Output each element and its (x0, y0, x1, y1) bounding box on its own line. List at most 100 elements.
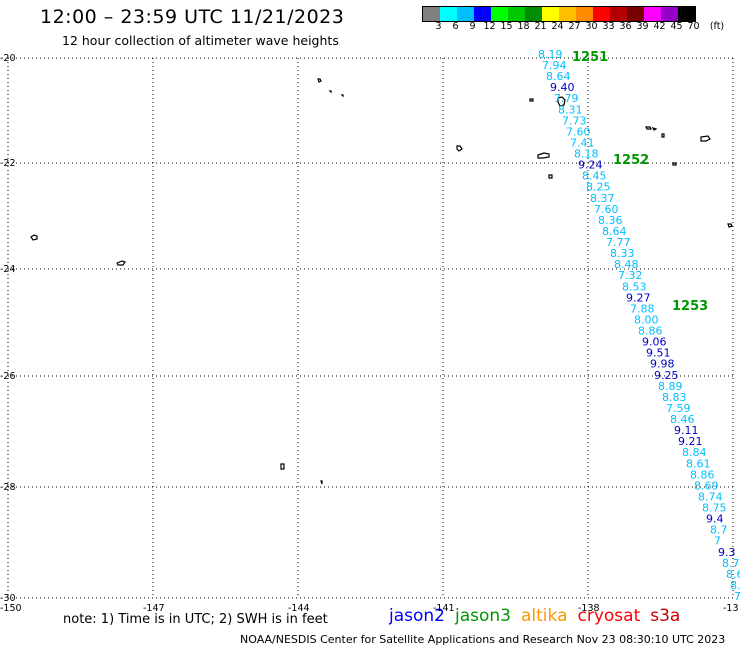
colorbar-tick-label: 24 (551, 21, 564, 32)
swh-value: 7.79 (554, 92, 579, 105)
colorbar-tick-label: 15 (500, 21, 513, 32)
swh-value: 8.19 (730, 579, 740, 592)
satellite-track: 8.197.948.649.407.798.317.737.607.418.18… (538, 48, 740, 603)
x-tick-label: -150 (0, 603, 22, 614)
swh-value: 9.4 (706, 513, 724, 526)
island (672, 162, 677, 166)
island (548, 174, 553, 179)
colorbar-tick-label: 30 (585, 21, 598, 32)
swh-value: 8.25 (586, 181, 611, 194)
swh-value: 8.86 (690, 468, 715, 481)
swh-value: 7.60 (566, 125, 591, 138)
swh-value: 7 (714, 535, 721, 548)
colorbar-swatch (542, 7, 559, 21)
colorbar-tick-label: 33 (602, 21, 615, 32)
island (537, 152, 550, 159)
satellite-legend: jason2 jason3 altika cryosat s3a (389, 606, 690, 626)
swh-value: 8.83 (662, 391, 687, 404)
swh-value: 8.64 (602, 225, 627, 238)
x-tick-label: -147 (143, 603, 165, 614)
axis-labels: -150 -147 -144 -141 -138 -13 -20 -22 -24 -26 -28 -3… (0, 53, 739, 614)
swh-value: 7.73 (562, 114, 587, 127)
colorbar-tick-label: 9 (469, 21, 476, 32)
rev-labels: 1251 1252 1253 (572, 50, 708, 314)
legend-entry: s3a (650, 606, 681, 626)
swh-value: 9.98 (650, 358, 675, 371)
swh-value: 8.7 (722, 557, 740, 570)
footer-credit: NOAA/NESDIS Center for Satellite Applica… (240, 633, 726, 646)
island (30, 234, 38, 241)
colorbar-tick-label: 3 (435, 21, 442, 32)
swh-value: 8.75 (702, 502, 727, 515)
colorbar-swatch (440, 7, 457, 21)
swh-value: 7.32 (618, 269, 643, 282)
rev-number-label: 1253 (672, 299, 708, 314)
swh-value: 8.7 (710, 524, 728, 537)
swh-value: 7.59 (666, 402, 691, 415)
colorbar-swatch (525, 7, 542, 21)
island (320, 480, 323, 485)
grid-lines (7, 57, 736, 599)
island (727, 223, 733, 228)
legend-entry: jason3 (455, 606, 511, 626)
y-tick-label: -24 (0, 264, 16, 275)
colorbar-swatch (644, 7, 661, 21)
x-tick-label: -144 (288, 603, 310, 614)
swh-colorbar (422, 6, 696, 22)
colorbar-tick-label: 18 (517, 21, 530, 32)
colorbar-tick-label: 45 (670, 21, 683, 32)
colorbar-unit: (ft) (709, 21, 725, 32)
island (557, 96, 566, 107)
swh-value: 8.84 (682, 446, 707, 459)
swh-value: 9.24 (578, 159, 603, 172)
colorbar-tick-label: 42 (653, 21, 666, 32)
swh-value: 7.60 (594, 203, 619, 216)
swh-value: 8.64 (546, 70, 571, 83)
swh-value: 8.86 (638, 325, 663, 338)
island (529, 98, 534, 102)
swh-value: 8.37 (590, 192, 615, 205)
colorbar-swatch (508, 7, 525, 21)
colorbar-swatch (457, 7, 474, 21)
colorbar-swatch (678, 7, 695, 21)
island (700, 135, 711, 142)
swh-value: 9.27 (626, 291, 651, 304)
swh-value: 8.74 (698, 490, 723, 503)
map-subtitle: 12 hour collection of altimeter wave hei… (62, 33, 339, 48)
swh-value: 9.40 (550, 81, 575, 94)
swh-value: 9.06 (642, 336, 667, 349)
colorbar-swatch (593, 7, 610, 21)
swh-value: 7.94 (542, 59, 567, 72)
x-tick-label: -13 (723, 603, 739, 614)
swh-value: 8.6 (726, 568, 740, 581)
coastlines (30, 78, 733, 485)
map-title: 12:00 – 23:59 UTC 11/21/2023 (40, 6, 345, 28)
island (456, 145, 463, 152)
swh-value: 9.51 (646, 347, 671, 360)
colorbar-swatch (627, 7, 644, 21)
swh-value: 8.61 (686, 457, 711, 470)
swh-value: 8.31 (558, 103, 583, 116)
colorbar-tick-label: 36 (619, 21, 632, 32)
colorbar-swatch (610, 7, 627, 21)
swh-value: 9.3 (718, 546, 736, 559)
island (340, 94, 344, 98)
swh-value: 7.77 (606, 236, 631, 249)
island (280, 463, 285, 470)
swh-value: 8.33 (610, 247, 635, 260)
island (116, 260, 126, 266)
colorbar-tick-label: 12 (483, 21, 496, 32)
colorbar-swatch (661, 7, 678, 21)
colorbar-tick-label: 21 (534, 21, 547, 32)
swh-value: 7.88 (630, 302, 655, 315)
colorbar-tick-label: 6 (452, 21, 459, 32)
swh-value: 7.41 (570, 136, 595, 149)
swh-value: 8.89 (658, 380, 683, 393)
swh-value: 8.45 (582, 170, 607, 183)
y-tick-label: -26 (0, 371, 16, 382)
swh-value: 8.00 (634, 313, 659, 326)
island (661, 133, 665, 138)
island (645, 126, 652, 130)
island (651, 126, 658, 131)
